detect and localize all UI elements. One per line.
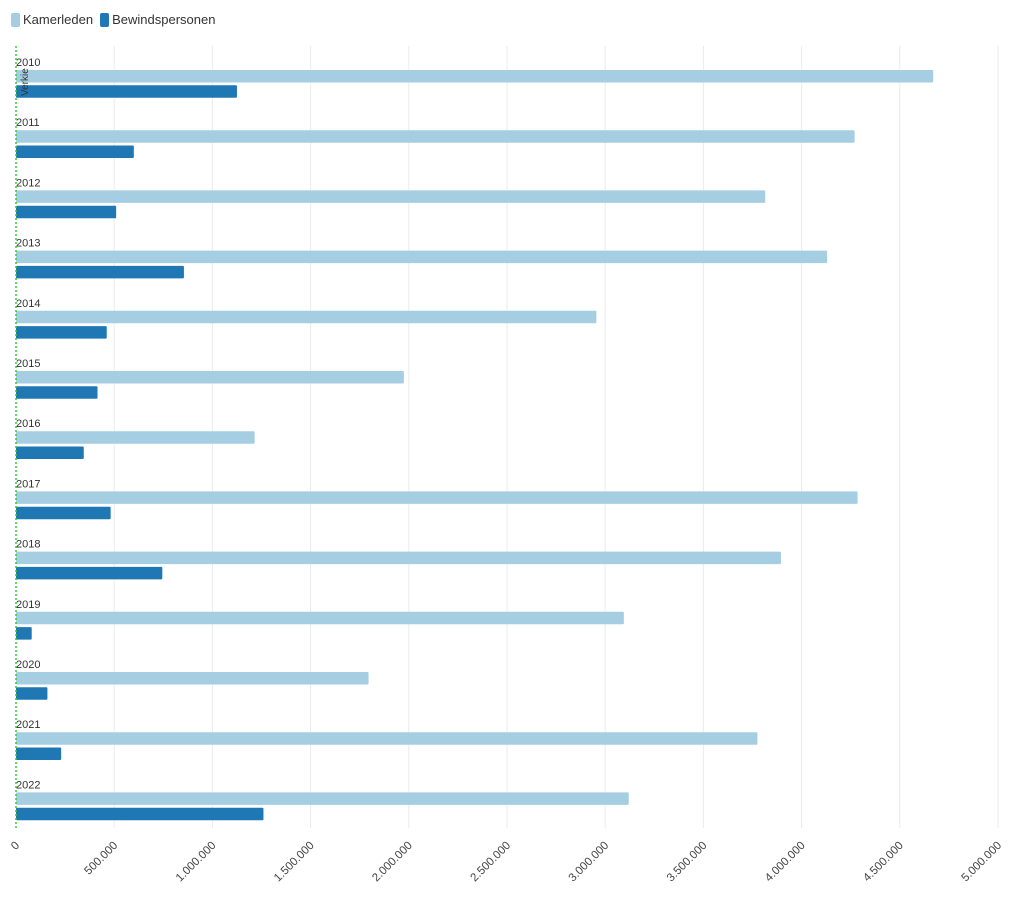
bar-kamerleden-2022[interactable]	[16, 792, 629, 805]
bar-kamerleden-2015[interactable]	[16, 371, 404, 384]
category-label: 2020	[16, 659, 40, 671]
bar-bewindspersonen-2017[interactable]	[16, 506, 111, 520]
x-tick-label: 4.500.000	[861, 840, 906, 885]
x-tick-label: 4.000.000	[763, 840, 808, 885]
x-tick-label: 3.500.000	[665, 840, 710, 885]
x-tick-label: 500.000	[82, 840, 120, 878]
category-label: 2017	[16, 478, 40, 490]
bar-bewindspersonen-2018[interactable]	[16, 566, 163, 580]
bar-bewindspersonen-2015[interactable]	[16, 386, 98, 399]
legend-item-kamerleden[interactable]: Kamerleden	[11, 12, 93, 27]
bar-bewindspersonen-2014[interactable]	[16, 326, 107, 339]
legend-swatch-bewindspersonen	[100, 12, 110, 27]
bar-bewindspersonen-2013[interactable]	[16, 265, 184, 279]
bar-bewindspersonen-2022[interactable]	[16, 807, 264, 821]
category-label: 2013	[16, 238, 40, 250]
bar-bewindspersonen-2011[interactable]	[16, 145, 134, 159]
legend: Kamerleden Bewindspersonen	[11, 12, 222, 27]
bar-kamerleden-2016[interactable]	[16, 431, 255, 444]
category-label: 2016	[16, 418, 40, 430]
x-tick-label: 2.500.000	[468, 840, 513, 885]
bar-bewindspersonen-2012[interactable]	[16, 205, 117, 219]
legend-label-bewindspersonen: Bewindspersonen	[112, 12, 216, 27]
category-label: 2018	[16, 539, 40, 551]
bar-bewindspersonen-2019[interactable]	[16, 627, 32, 640]
category-label: 2022	[16, 779, 40, 791]
bar-bewindspersonen-2016[interactable]	[16, 446, 84, 460]
bar-bewindspersonen-2010[interactable]	[16, 85, 237, 98]
category-label: 2012	[16, 177, 40, 189]
reference-line-label: Verkie	[20, 68, 31, 96]
bar-bewindspersonen-2021[interactable]	[16, 747, 62, 761]
bar-kamerleden-2013[interactable]	[16, 250, 828, 264]
bar-kamerleden-2019[interactable]	[16, 611, 624, 625]
category-label: 2014	[16, 298, 40, 310]
x-tick-label: 0	[9, 840, 22, 853]
x-tick-label: 2.000.000	[370, 840, 415, 885]
legend-swatch-kamerleden	[11, 12, 20, 27]
x-tick-label: 1.000.000	[174, 840, 219, 885]
x-tick-label: 1.500.000	[272, 840, 317, 885]
category-label: 2010	[16, 57, 40, 69]
legend-label-kamerleden: Kamerleden	[23, 12, 94, 27]
bar-bewindspersonen-2020[interactable]	[16, 687, 48, 700]
bar-kamerleden-2017[interactable]	[16, 491, 858, 504]
bar-kamerleden-2012[interactable]	[16, 190, 766, 203]
category-label: 2015	[16, 358, 40, 370]
bar-kamerleden-2021[interactable]	[16, 732, 758, 745]
category-label: 2021	[16, 719, 40, 731]
bar-kamerleden-2018[interactable]	[16, 551, 781, 565]
category-label: 2019	[16, 599, 40, 611]
bar-kamerleden-2010[interactable]	[16, 70, 934, 83]
category-label: 2011	[16, 117, 40, 129]
x-tick-label: 3.000.000	[567, 840, 612, 885]
bar-kamerleden-2020[interactable]	[16, 672, 369, 685]
legend-item-bewindspersonen[interactable]: Bewindspersonen	[100, 12, 215, 27]
x-tick-label: 5.000.000	[959, 840, 1004, 885]
bar-kamerleden-2011[interactable]	[16, 130, 855, 143]
bar-kamerleden-2014[interactable]	[16, 310, 597, 324]
